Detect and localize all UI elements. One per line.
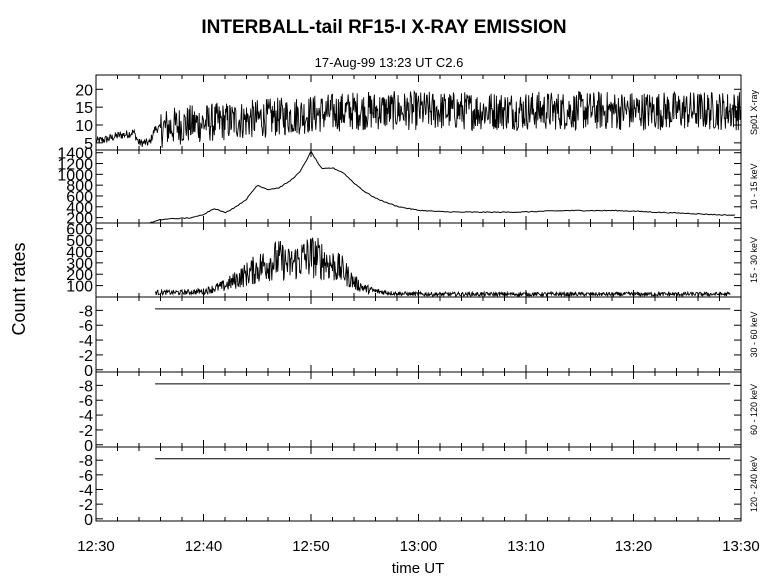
y-tick-label: -6 xyxy=(79,318,93,335)
panel-frame xyxy=(95,222,742,298)
panel-6: 0-2-4-6-8 120 - 240 keV xyxy=(79,446,759,529)
x-tick-label: 13:00 xyxy=(400,538,438,555)
chart-title: INTERBALL-tail RF15-I X-RAY EMISSION xyxy=(201,17,566,38)
x-tick-label: 12:30 xyxy=(77,538,115,555)
panel-right-label: 120 - 240 keV xyxy=(749,456,759,512)
y-tick-label: 0 xyxy=(84,512,93,529)
y-tick-label: 500 xyxy=(66,233,93,250)
y-tick-label: 1200 xyxy=(57,157,93,174)
panel-right-label: 60 - 120 keV xyxy=(749,384,759,435)
y-tick-label: -4 xyxy=(79,482,93,499)
panel-5: 0-2-4-6-8 60 - 120 keV xyxy=(79,371,759,455)
panel-right-label: 15 - 30 keV xyxy=(749,237,759,283)
y-tick-label: -2 xyxy=(79,423,93,440)
y-axis-label: Count rates xyxy=(9,242,29,335)
chart-subtitle: 17-Aug-99 13:23 UT C2.6 xyxy=(315,55,464,70)
y-tick-label: 600 xyxy=(66,189,93,206)
x-tick-label: 13:10 xyxy=(507,538,545,555)
panel-4: 0-2-4-6-8 30 - 60 keV xyxy=(79,296,759,380)
panel-right-label: Sp01 X-ray xyxy=(749,89,759,135)
y-tick-label: -2 xyxy=(79,348,93,365)
y-tick-label: 800 xyxy=(66,178,93,195)
y-tick-label: -4 xyxy=(79,333,93,350)
y-tick-label: -6 xyxy=(79,393,93,410)
series-line xyxy=(149,150,736,224)
y-tick-label: 400 xyxy=(66,200,93,217)
y-tick-label: 600 xyxy=(66,222,93,239)
x-tick-label: 13:20 xyxy=(615,538,653,555)
series-line xyxy=(95,89,742,148)
panel-right-label: 30 - 60 keV xyxy=(749,311,759,357)
y-tick-label: 100 xyxy=(66,279,93,296)
panel-frame xyxy=(95,446,742,522)
y-tick-label: 300 xyxy=(66,256,93,273)
y-tick-label: 200 xyxy=(66,211,93,228)
series-line xyxy=(154,237,731,298)
y-tick-label: -4 xyxy=(79,408,93,425)
y-tick-label: 1400 xyxy=(57,146,93,163)
y-tick-label: 15 xyxy=(75,100,93,117)
x-tick-label: 12:50 xyxy=(292,538,330,555)
y-tick-label: 0 xyxy=(84,438,93,455)
y-tick-label: -6 xyxy=(79,468,93,485)
y-tick-label: -8 xyxy=(79,453,93,470)
y-tick-label: 200 xyxy=(66,267,93,284)
y-tick-label: 10 xyxy=(75,118,93,135)
panel-frame xyxy=(95,371,742,448)
y-tick-label: -8 xyxy=(79,378,93,395)
panel-frame xyxy=(95,296,742,373)
y-tick-label: 20 xyxy=(75,82,93,99)
y-tick-label: 400 xyxy=(66,244,93,261)
x-tick-labels: 12:30 12:40 12:50 13:00 13:10 13:20 13:30 xyxy=(77,538,760,555)
x-tick-label: 13:30 xyxy=(722,538,760,555)
y-tick-label: 1000 xyxy=(57,167,93,184)
y-tick-label: 0 xyxy=(84,363,93,380)
y-tick-label: -8 xyxy=(79,303,93,320)
panel-right-label: 10 - 15 keV xyxy=(749,163,759,209)
x-axis-label: time UT xyxy=(392,560,445,577)
y-tick-label: 5 xyxy=(84,136,93,153)
y-tick-label: -2 xyxy=(79,497,93,514)
x-tick-label: 12:40 xyxy=(185,538,223,555)
